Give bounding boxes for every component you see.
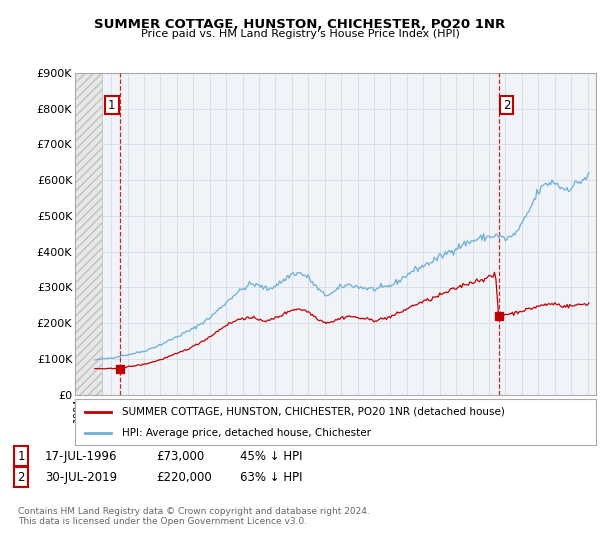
Text: Price paid vs. HM Land Registry's House Price Index (HPI): Price paid vs. HM Land Registry's House … (140, 29, 460, 39)
Text: £220,000: £220,000 (156, 470, 212, 484)
Text: 2: 2 (17, 470, 25, 484)
Text: SUMMER COTTAGE, HUNSTON, CHICHESTER, PO20 1NR (detached house): SUMMER COTTAGE, HUNSTON, CHICHESTER, PO2… (122, 407, 505, 417)
Text: 17-JUL-1996: 17-JUL-1996 (45, 450, 118, 463)
Text: 2: 2 (503, 99, 511, 111)
Text: Contains HM Land Registry data © Crown copyright and database right 2024.
This d: Contains HM Land Registry data © Crown c… (18, 507, 370, 526)
Text: 45% ↓ HPI: 45% ↓ HPI (240, 450, 302, 463)
Bar (75, 73, 101, 395)
Text: 63% ↓ HPI: 63% ↓ HPI (240, 470, 302, 484)
Text: SUMMER COTTAGE, HUNSTON, CHICHESTER, PO20 1NR: SUMMER COTTAGE, HUNSTON, CHICHESTER, PO2… (94, 18, 506, 31)
Text: 30-JUL-2019: 30-JUL-2019 (45, 470, 117, 484)
Text: £73,000: £73,000 (156, 450, 204, 463)
Text: 1: 1 (17, 450, 25, 463)
Text: HPI: Average price, detached house, Chichester: HPI: Average price, detached house, Chic… (122, 428, 371, 438)
Text: 1: 1 (108, 99, 116, 111)
